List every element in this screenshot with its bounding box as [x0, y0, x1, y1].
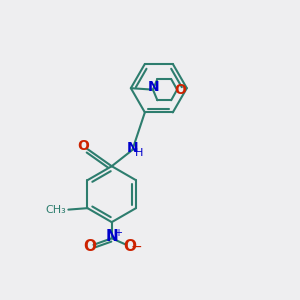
Text: O: O: [83, 239, 96, 254]
Text: CH₃: CH₃: [45, 205, 66, 214]
Text: +: +: [114, 228, 122, 238]
Text: O: O: [77, 139, 89, 153]
Text: O: O: [123, 239, 136, 254]
Text: N: N: [127, 141, 138, 154]
Text: N: N: [148, 80, 159, 94]
Text: N: N: [106, 229, 119, 244]
Text: H: H: [135, 148, 143, 158]
Text: −: −: [130, 240, 142, 254]
Text: O: O: [175, 82, 187, 97]
